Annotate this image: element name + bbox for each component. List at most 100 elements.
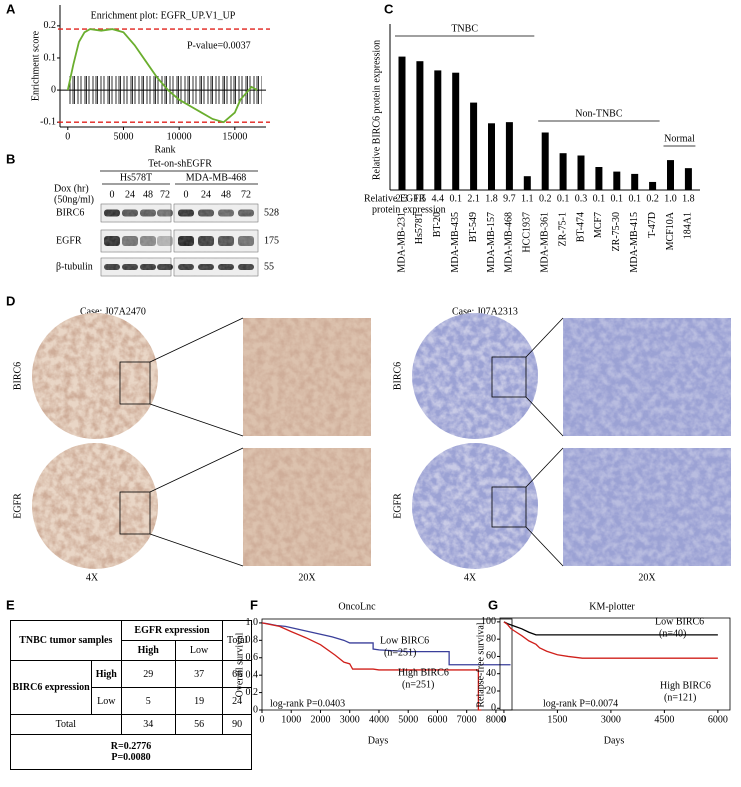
x-tick-label: 3000 [340,714,360,725]
zoom-guide [149,403,244,437]
zoom-guide [525,396,564,437]
blot-noise [174,258,258,276]
egfr-value-label: 0.1 [557,193,570,204]
zoom-texture [563,448,731,566]
table-subheader: Low [174,640,224,661]
panel-label: E [6,597,15,612]
y-tick-label: 1.0 [246,617,259,628]
category-label: Hs578T [414,212,425,244]
panel-label: C [384,1,394,16]
zoom-region [491,486,527,528]
x-tick-label: 0 [260,714,265,725]
magnification: 20X [638,572,656,583]
egfr-value-label: 4.4 [432,193,445,204]
y-tick-label: -0.1 [40,116,56,127]
timepoint: 48 [221,189,231,200]
category-label: MDA-MB-157 [486,212,497,273]
panel-label: B [6,151,15,166]
zoom-region [491,356,527,398]
bar [649,181,657,190]
egfr-value-label: 1.5 [414,193,427,204]
protein-label: β-tubulin [56,261,93,272]
panel-label: F [250,597,258,612]
series-line [66,28,258,124]
x-tick-label: 5000 [113,131,133,142]
x-tick-label: 10000 [167,131,192,142]
egfr-value-label: 1.1 [521,193,534,204]
size-label: 55 [264,261,274,272]
protein-label: BIRC6 [56,207,84,218]
panel-label: A [6,1,16,16]
table-cell: 5 [120,687,176,715]
category-label: MCF10A [665,211,676,250]
table-header: EGFR expression [120,620,224,641]
annotation: P-value=0.0037 [187,40,251,51]
bar [434,70,442,190]
table-cell: 37 [174,660,224,688]
x-tick-label: 0 [501,714,506,725]
x-tick-label: 4500 [654,714,674,725]
zoom-texture [563,318,731,436]
x-tick-label: 2000 [310,714,330,725]
bar [684,168,692,190]
y-tick-label: 0.2 [246,687,259,698]
bar [667,160,674,190]
table-footer: R=0.2776 P=0.0080 [10,734,252,770]
stain-label: BIRC6 [392,362,403,390]
bar [541,132,549,190]
y-tick-label: 0 [253,704,258,715]
table-subheader: High [120,640,176,661]
y-tick-label: 0.8 [246,635,259,646]
series-line [503,621,718,659]
p-value: P=0.0080 [111,752,151,763]
series-line [503,621,718,636]
y-axis-label: Relapse-free survival [475,622,486,707]
annotation: log-rank P=0.0403 [270,698,345,709]
bar [416,61,424,191]
blot-noise [174,230,258,252]
zoom-guide [525,447,564,488]
category-label: MDA-MB-231 [396,212,407,273]
x-tick-label: 5000 [398,714,418,725]
zoom-texture [243,318,371,436]
blot-noise [101,230,171,252]
x-tick-label: 15000 [222,131,247,142]
zoom-guide [525,526,564,567]
x-tick-label: 1500 [547,714,567,725]
y-tick-label: 0.4 [246,669,259,680]
category-label: MDA-MB-361 [539,212,550,273]
core-texture [412,313,538,439]
zoom-guide [149,447,244,493]
row-group: BIRC6 expression [10,660,92,715]
egfr-value-label: 0.1 [628,193,641,204]
egfr-value-label: 1.0 [664,193,677,204]
zoom-region [119,491,151,535]
x-tick-label: 1000 [281,714,301,725]
timepoint: 24 [125,189,135,200]
category-label: ZR-75-30 [611,212,622,251]
category-label: T-47D [647,212,658,238]
category-label: MDA-MB-435 [450,212,461,273]
stain-label: EGFR [12,493,23,519]
category-label: MCF7 [593,212,604,238]
x-tick-label: 7000 [457,714,477,725]
magnification: 20X [298,572,316,583]
bar [631,173,639,190]
size-label: 175 [264,235,279,246]
category-label: 184A1 [683,212,694,239]
table-cell: 29 [120,660,176,688]
case-label: Case: J07A2313 [452,306,518,317]
y-tick-label: 0 [51,84,56,95]
treatment-label: Dox (hr) [54,183,89,194]
legend-label: High BIRC6 [660,680,711,691]
category-label: BT-474 [575,212,586,242]
bar [559,153,567,190]
size-label: 528 [264,207,279,218]
y-tick-label: 40 [486,668,496,679]
egfr-value-label: 9.7 [503,193,516,204]
table-cell: 66 [222,660,252,688]
blot-noise [174,204,258,222]
timepoint: 72 [241,189,251,200]
